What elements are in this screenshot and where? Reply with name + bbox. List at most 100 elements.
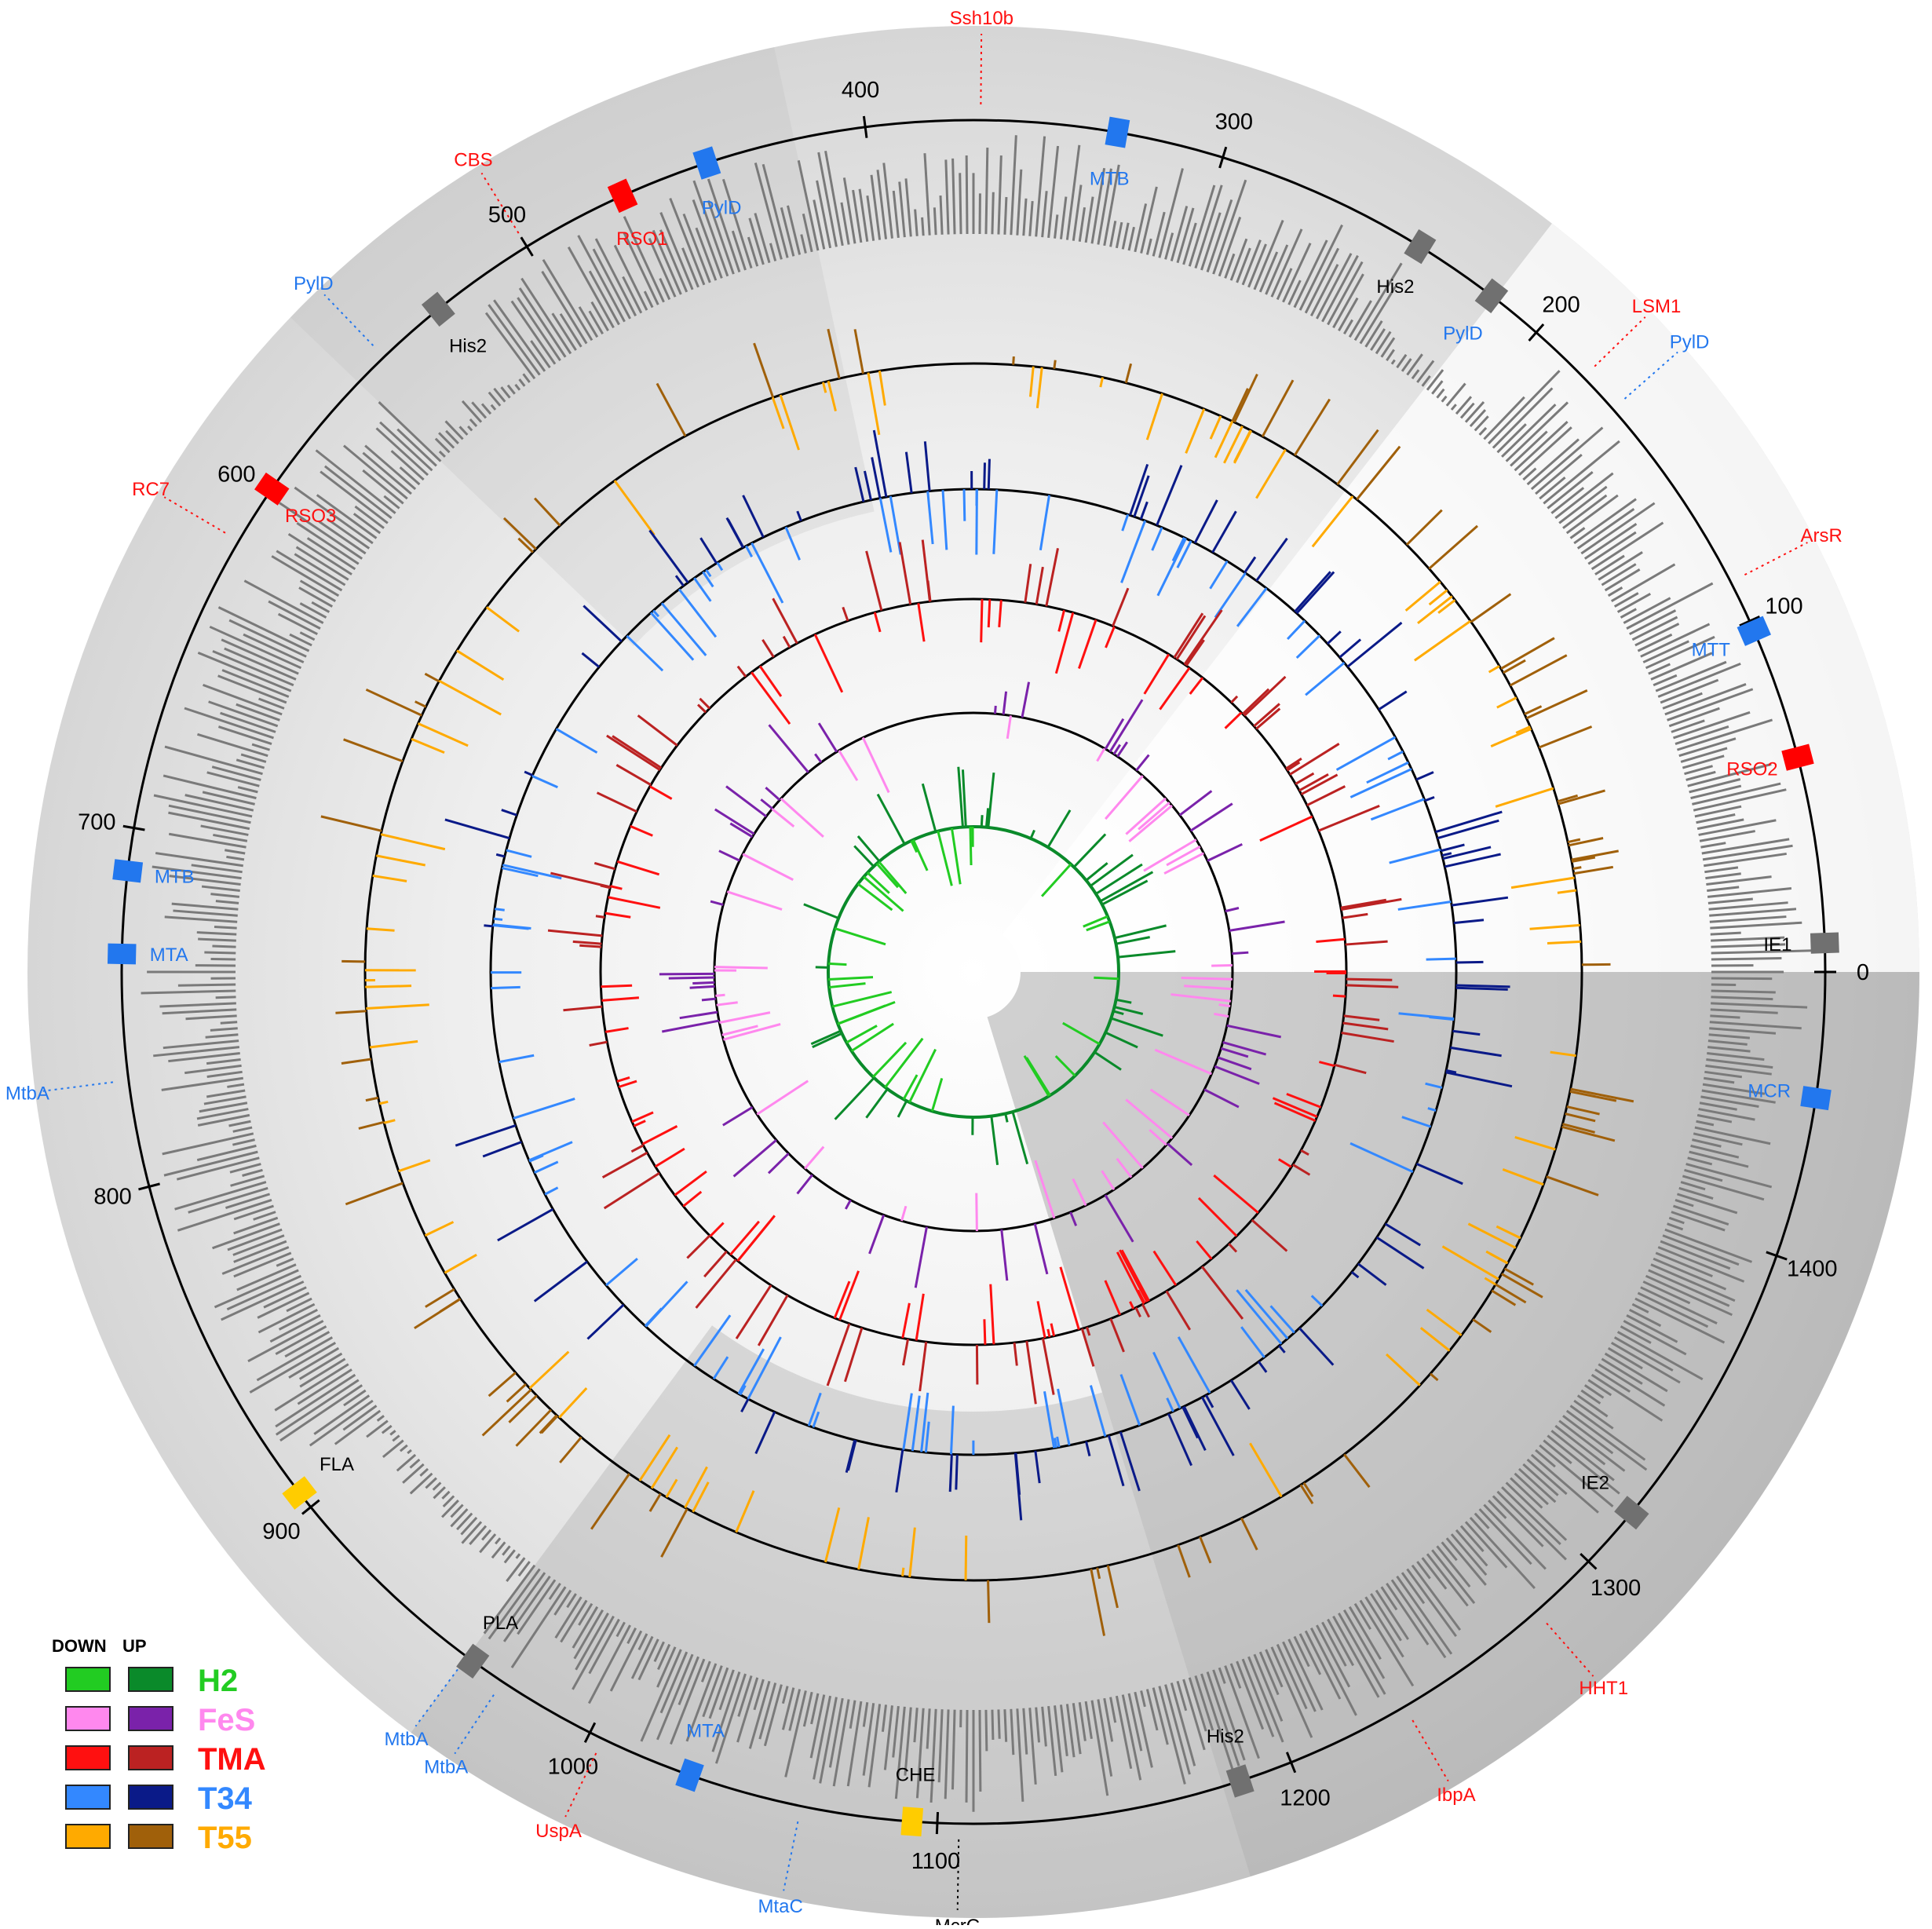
feature-label: PylD (702, 198, 742, 219)
track-bar-h2 (970, 827, 971, 865)
feature-label: CHE (896, 1764, 936, 1785)
histogram-bar (980, 1710, 981, 1792)
histogram-bar (986, 1710, 987, 1752)
axis-tick-label: 200 (1542, 292, 1580, 317)
feature-label: IbpA (1437, 1785, 1475, 1806)
axis-tick-label: 900 (262, 1519, 300, 1544)
legend-swatch-h2-down (66, 1668, 110, 1691)
legend-down-header: DOWN (52, 1636, 107, 1656)
feature-block (114, 869, 142, 872)
track-bar-fes (690, 986, 715, 988)
histogram-bar (212, 946, 236, 947)
axis-tick-label: 400 (842, 78, 879, 103)
legend-label-tma: TMA (198, 1742, 266, 1777)
axis-tick-label: 700 (78, 810, 115, 835)
track-bar-t34 (495, 909, 504, 911)
track-bar-t34 (956, 1455, 958, 1490)
track-bar-h2 (828, 963, 846, 964)
feature-label: PylD (1443, 323, 1483, 344)
feature-block (1784, 754, 1812, 761)
axis-tick-label: 800 (93, 1184, 131, 1209)
feature-block (911, 1807, 913, 1836)
feature-label: IE1 (1763, 934, 1791, 955)
feature-block (1620, 1503, 1642, 1522)
feature-label: MtbA (385, 1729, 429, 1750)
feature-label: MtaC (758, 1896, 802, 1917)
feature-label: MTB (155, 866, 195, 887)
legend-label-t34: T34 (198, 1781, 253, 1816)
histogram-bar (204, 952, 236, 953)
feature-label: RSO3 (285, 506, 336, 527)
feature-block (1412, 235, 1427, 259)
track-bar-h2 (1094, 977, 1118, 978)
histogram-bar (940, 195, 942, 235)
axis-tick-label: 1200 (1280, 1785, 1331, 1810)
histogram-bar (1711, 933, 1741, 934)
legend-label-h2: H2 (198, 1664, 238, 1698)
feature-label: RC7 (132, 479, 170, 500)
track-bar-tma (579, 945, 601, 947)
track-bar-t34 (984, 462, 985, 489)
track-bar-t34 (491, 987, 520, 988)
track-bar-fes (1219, 1005, 1231, 1007)
track-bar-t55 (903, 1568, 904, 1576)
feature-label: His2 (449, 336, 487, 357)
feature-block (1115, 119, 1119, 146)
feature-block (288, 1485, 310, 1502)
track-bar-t55 (988, 1580, 989, 1623)
legend-swatch-h2-up (129, 1668, 173, 1691)
histogram-bar (986, 148, 988, 234)
track-bar-tma (596, 916, 604, 918)
feature-label: RSO1 (616, 228, 667, 250)
feature-block (1236, 1767, 1244, 1794)
track-bar-fes (702, 999, 716, 1000)
track-bar-t34 (1456, 985, 1510, 987)
track-bar-tma (984, 1319, 985, 1344)
feature-label: Ssh10b (950, 8, 1013, 29)
track-bar-t34 (1456, 962, 1484, 963)
histogram-bar (992, 192, 993, 235)
track-bar-tma (1048, 1329, 1050, 1337)
histogram-bar (1711, 978, 1772, 979)
track-bar-tma (601, 985, 632, 987)
feature-block (1741, 626, 1767, 637)
legend: DOWN UP H2 FeS TMA T34 (50, 1635, 309, 1854)
histogram-bar (922, 217, 924, 236)
histogram-bar (1005, 1709, 1006, 1742)
feature-label: His2 (1207, 1726, 1244, 1747)
track-bar-tma (981, 599, 982, 642)
track-bar-h2 (981, 815, 982, 827)
axis-tick-label: 500 (488, 203, 526, 228)
feature-block (685, 1762, 695, 1788)
histogram-bar (221, 1022, 237, 1023)
track-bar-fes (1232, 952, 1248, 953)
track-bar-fes (1211, 965, 1233, 966)
axis-tick-label: 1400 (1787, 1256, 1838, 1281)
histogram-bar (1711, 959, 1782, 960)
feature-label: McrC (935, 1916, 980, 1925)
legend-swatch-t34-down (66, 1785, 110, 1809)
feature-label: MCR (1748, 1081, 1791, 1102)
legend-swatch-tma-up (129, 1746, 173, 1770)
axis-tick-label: 600 (217, 462, 255, 488)
track-bar-fes (669, 977, 714, 978)
legend-label-fes: FeS (198, 1703, 255, 1737)
histogram-bar (211, 959, 236, 960)
feature-label: MTA (686, 1720, 725, 1741)
axis-tick-label: 0 (1857, 960, 1869, 985)
track-bar-fes (715, 995, 725, 996)
track-bar-fes (692, 982, 714, 983)
axis-tick-label: 300 (1215, 110, 1253, 135)
histogram-bar (1005, 197, 1006, 235)
feature-label: HHT1 (1579, 1678, 1628, 1699)
legend-swatch-fes-down (66, 1707, 110, 1730)
feature-label: MTT (1692, 640, 1731, 661)
histogram-bar (960, 173, 961, 234)
feature-block (703, 149, 711, 176)
track-bar-tma (1346, 979, 1392, 980)
feature-label: MTB (1090, 169, 1130, 190)
track-bar-tma (988, 599, 990, 627)
feature-block (617, 183, 629, 209)
legend-row-fes: FeS (66, 1703, 255, 1737)
track-bar-fes (714, 967, 768, 968)
